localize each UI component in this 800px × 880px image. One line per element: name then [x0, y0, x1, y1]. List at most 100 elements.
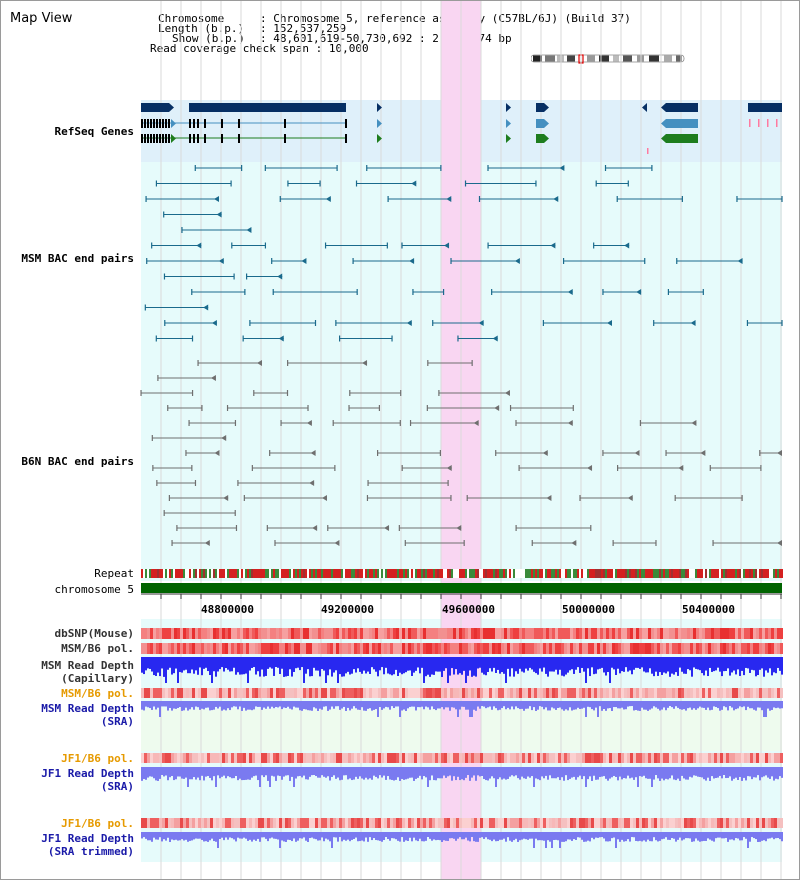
read-depth-bar: [343, 657, 345, 677]
track-label-chromosome[interactable]: chromosome 5: [54, 583, 134, 596]
track-label-msm-depth-sra[interactable]: MSM Read Depth (SRA): [41, 702, 134, 728]
polymorphism-cell: [378, 818, 381, 828]
polymorphism-cell: [522, 688, 525, 698]
strand-arrow: [678, 465, 684, 471]
read-depth-bar: [485, 767, 487, 781]
polymorphism-cell: [321, 628, 324, 639]
read-depth-bar: [313, 701, 315, 708]
read-depth-bar: [631, 767, 633, 778]
track-label-repeat[interactable]: Repeat: [94, 567, 134, 580]
strand-arrow: [456, 525, 462, 531]
polymorphism-cell: [549, 643, 552, 654]
read-depth-bar: [147, 832, 149, 841]
read-depth-bar: [447, 767, 449, 777]
read-depth-bar: [529, 767, 531, 778]
read-depth-bar: [497, 657, 499, 670]
track-label-msm-b6-pol[interactable]: MSM/B6 pol.: [61, 642, 134, 655]
track-label-msm-depth-capillary[interactable]: MSM Read Depth (Capillary): [41, 659, 134, 685]
strand-arrow: [406, 320, 412, 326]
polymorphism-cell: [585, 818, 588, 828]
repeat-mark: [353, 569, 355, 578]
read-depth-bar: [423, 767, 425, 777]
track-label-jf1-depth-trimmed[interactable]: JF1 Read Depth (SRA trimmed): [41, 832, 134, 858]
strand-arrow: [690, 320, 696, 326]
track-label-jf1-depth-sra[interactable]: JF1 Read Depth (SRA): [41, 767, 134, 793]
repeat-mark: [413, 569, 415, 578]
polymorphism-cell: [225, 818, 228, 828]
track-label-refseq[interactable]: RefSeq Genes: [54, 125, 134, 138]
read-depth-bar: [727, 767, 729, 778]
read-depth-bar: [605, 657, 607, 676]
read-depth-bar: [235, 767, 237, 776]
polymorphism-cell: [723, 628, 726, 639]
read-depth-bar: [299, 701, 301, 711]
read-depth-bar: [721, 701, 723, 710]
read-depth-bar: [317, 767, 319, 778]
read-depth-bar: [267, 767, 269, 781]
track-label-dbsnp[interactable]: dbSNP(Mouse): [54, 627, 134, 640]
read-depth-bar: [569, 701, 571, 708]
polymorphism-cell: [705, 643, 708, 654]
read-depth-bar: [273, 657, 275, 676]
polymorphism-cell: [312, 628, 315, 639]
read-depth-bar: [573, 767, 575, 777]
track-label-b6n-bac[interactable]: B6N BAC end pairs: [21, 455, 134, 468]
read-depth-bar: [157, 657, 159, 673]
read-depth-bar: [679, 832, 681, 838]
polymorphism-cell: [600, 688, 603, 698]
read-depth-bar: [733, 832, 735, 841]
track-label-jf1-b6-pol-2[interactable]: JF1/B6 pol.: [61, 817, 134, 830]
read-depth-bar: [389, 701, 391, 710]
polymorphism-cell: [630, 753, 633, 763]
read-depth-bar: [343, 701, 345, 707]
polymorphism-cell: [336, 818, 339, 828]
read-depth-bar: [157, 701, 159, 708]
polymorphism-cell: [591, 688, 594, 698]
read-depth-bar: [719, 832, 721, 838]
read-depth-bar: [769, 832, 771, 839]
repeat-mark: [551, 569, 553, 578]
polymorphism-cell: [528, 643, 531, 654]
polymorphism-cell: [672, 753, 675, 763]
polymorphism-cell: [375, 753, 378, 763]
polymorphism-cell: [183, 688, 186, 698]
track-label-msm-b6-pol-2[interactable]: MSM/B6 pol.: [61, 687, 134, 700]
read-depth-bar: [383, 657, 385, 675]
read-depth-bar: [237, 701, 239, 710]
repeat-mark: [427, 569, 429, 578]
read-depth-bar: [309, 767, 311, 777]
polymorphism-cell: [324, 818, 327, 828]
read-depth-bar: [429, 657, 431, 677]
read-depth-bar: [689, 701, 691, 708]
read-depth-bar: [601, 767, 603, 777]
polymorphism-cell: [672, 818, 675, 828]
polymorphism-cell: [309, 688, 312, 698]
read-depth-bar: [575, 657, 577, 670]
read-depth-bar: [397, 701, 399, 707]
read-depth-bar: [369, 657, 371, 675]
repeat-mark: [507, 569, 509, 578]
track-label-jf1-b6-pol[interactable]: JF1/B6 pol.: [61, 752, 134, 765]
repeat-mark: [157, 569, 159, 578]
read-depth-bar: [233, 657, 235, 668]
read-depth-bar: [453, 701, 455, 708]
read-depth-bar: [163, 767, 165, 777]
read-depth-bar: [581, 657, 583, 668]
repeat-mark: [191, 569, 193, 578]
read-depth-bar: [755, 701, 757, 711]
repeat-mark: [309, 569, 311, 578]
polymorphism-cell: [765, 818, 768, 828]
polymorphism-cell: [546, 753, 549, 763]
polymorphism-cell: [588, 628, 591, 639]
read-depth-bar: [333, 701, 335, 709]
polymorphism-cell: [606, 643, 609, 654]
track-label-msm-bac[interactable]: MSM BAC end pairs: [21, 252, 134, 265]
repeat-mark: [541, 569, 543, 578]
read-depth-bar: [731, 657, 733, 673]
read-depth-bar: [421, 767, 423, 780]
polymorphism-cell: [294, 753, 297, 763]
polymorphism-cell: [726, 753, 729, 763]
read-depth-bar: [651, 767, 653, 787]
read-depth-bar: [407, 767, 409, 779]
read-depth-bar: [619, 657, 621, 674]
